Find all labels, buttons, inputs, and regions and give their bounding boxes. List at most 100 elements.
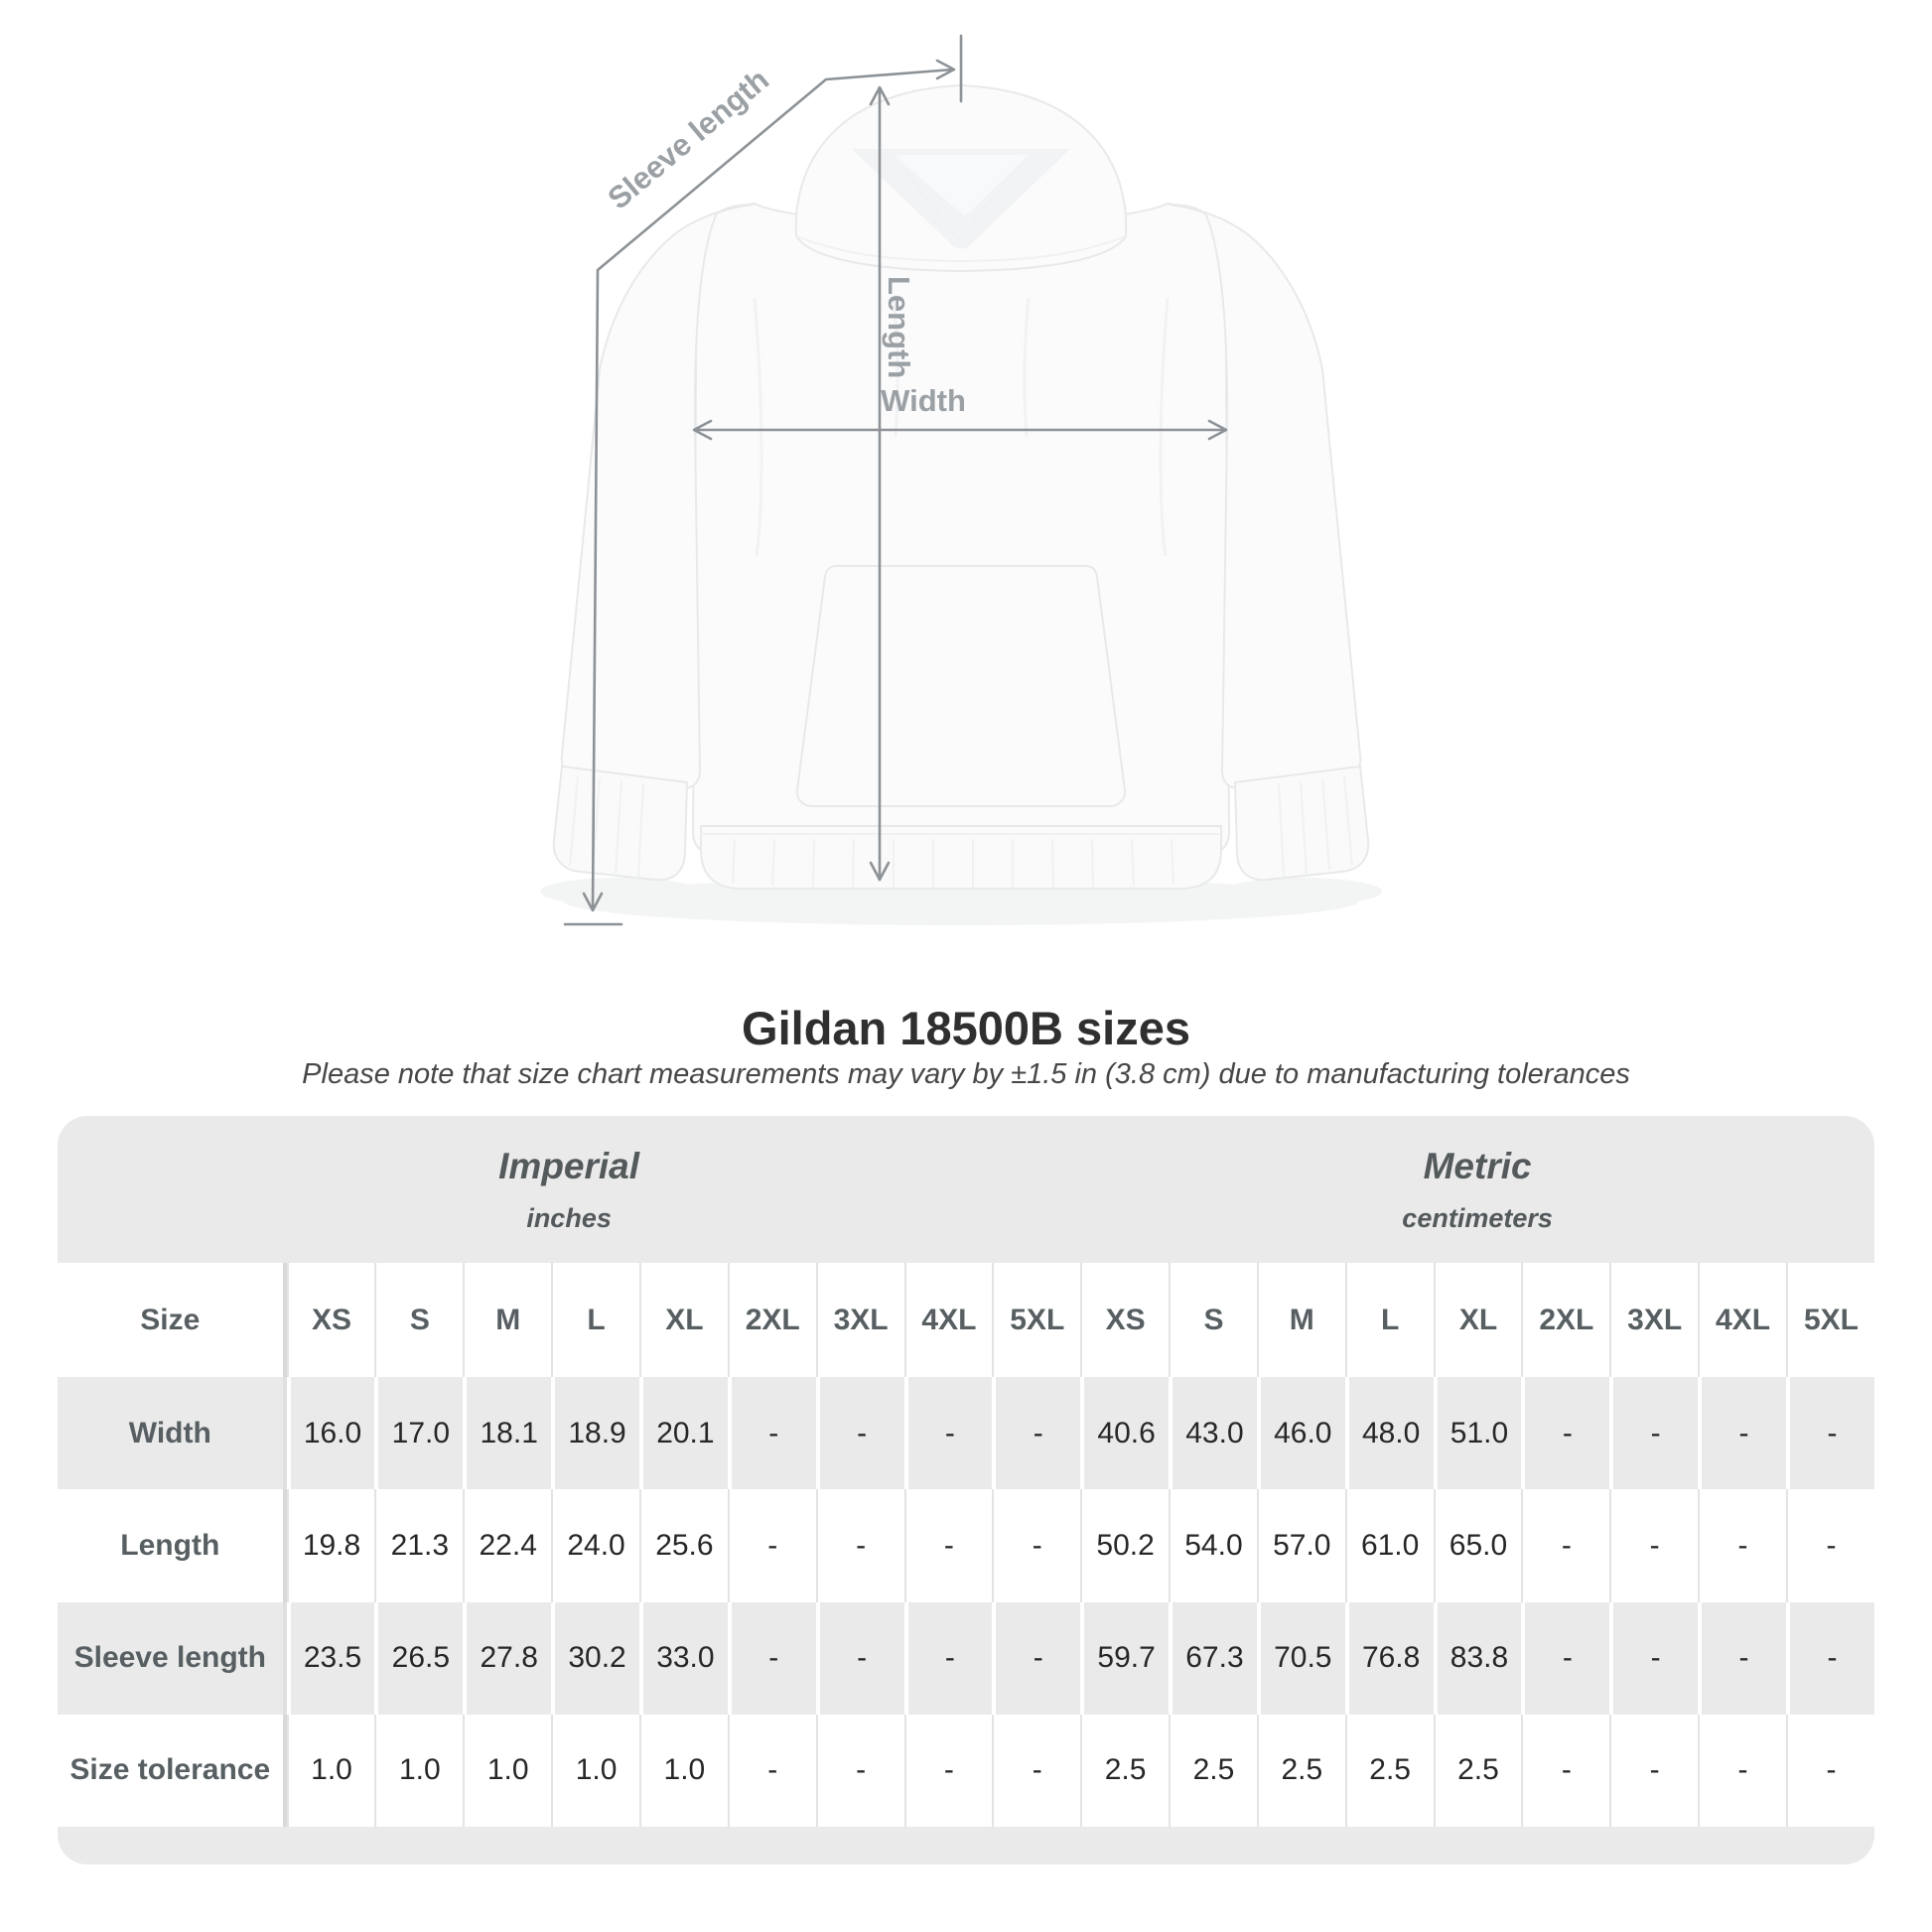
value-cell: 19.8 <box>286 1489 375 1602</box>
size-header-metric: S <box>1169 1263 1257 1377</box>
bottom-band-row <box>58 1827 1874 1864</box>
table-row: Width 16.0 17.0 18.1 18.9 20.1- - - -40.6 43.0 46.… <box>58 1377 1874 1490</box>
value-cell: - <box>903 1601 993 1715</box>
row-label: Length <box>58 1489 287 1602</box>
value-cell: - <box>1698 1601 1786 1715</box>
value-cell: 26.5 <box>374 1601 464 1715</box>
value-cell: - <box>992 1601 1081 1715</box>
value-cell: 1.0 <box>463 1714 552 1827</box>
value-cell: 23.5 <box>286 1601 375 1715</box>
size-header-metric: 2XL <box>1521 1263 1610 1377</box>
width-label: Width <box>881 383 966 418</box>
imperial-label: Imperial <box>498 1145 640 1186</box>
value-cell: - <box>903 1377 993 1490</box>
value-cell: 57.0 <box>1256 1489 1345 1602</box>
value-cell: 61.0 <box>1344 1489 1434 1602</box>
value-cell: 46.0 <box>1256 1377 1345 1490</box>
value-cell: 27.8 <box>463 1601 552 1715</box>
row-label: Sleeve length <box>58 1601 287 1715</box>
size-header-metric: 4XL <box>1698 1263 1786 1377</box>
size-header-imperial: 4XL <box>903 1263 993 1377</box>
value-cell: 17.0 <box>374 1377 464 1490</box>
value-cell: - <box>1785 1714 1874 1827</box>
size-header-imperial: 3XL <box>815 1263 904 1377</box>
value-cell: 2.5 <box>1256 1714 1345 1827</box>
size-table-container: Imperial inches Metric centimeters Size … <box>58 1116 1874 1864</box>
value-cell: 25.6 <box>638 1489 728 1602</box>
value-cell: - <box>815 1601 904 1715</box>
value-cell: - <box>727 1489 816 1602</box>
size-header-metric: XL <box>1433 1263 1522 1377</box>
value-cell: 1.0 <box>286 1714 375 1827</box>
value-cell: 43.0 <box>1169 1377 1257 1490</box>
value-cell: - <box>1785 1377 1874 1490</box>
value-cell: 83.8 <box>1433 1601 1522 1715</box>
size-header-imperial: M <box>463 1263 552 1377</box>
value-cell: - <box>992 1714 1081 1827</box>
value-cell: - <box>1521 1489 1610 1602</box>
value-cell: - <box>727 1601 816 1715</box>
value-cell: 54.0 <box>1169 1489 1257 1602</box>
value-cell: 22.4 <box>463 1489 552 1602</box>
value-cell: 70.5 <box>1256 1601 1345 1715</box>
size-header-imperial: L <box>551 1263 639 1377</box>
value-cell: 1.0 <box>551 1714 639 1827</box>
value-cell: 50.2 <box>1080 1489 1170 1602</box>
imperial-band: Imperial inches <box>58 1116 1081 1263</box>
value-cell: 2.5 <box>1169 1714 1257 1827</box>
value-cell: 2.5 <box>1433 1714 1522 1827</box>
value-cell: - <box>1609 1601 1699 1715</box>
size-header-metric: L <box>1344 1263 1434 1377</box>
metric-unit-label: centimeters <box>1402 1202 1553 1233</box>
value-cell: - <box>992 1489 1081 1602</box>
value-cell: - <box>1785 1601 1874 1715</box>
value-cell: - <box>727 1377 816 1490</box>
value-cell: - <box>903 1489 993 1602</box>
value-cell: 51.0 <box>1433 1377 1522 1490</box>
value-cell: - <box>815 1489 904 1602</box>
row-label: Width <box>58 1377 287 1490</box>
imperial-unit-label: inches <box>526 1202 612 1233</box>
value-cell: 18.9 <box>551 1377 639 1490</box>
table-row: Sleeve length 23.5 26.5 27.8 30.2 33.0- - - -59.… <box>58 1601 1874 1715</box>
value-cell: 16.0 <box>286 1377 375 1490</box>
metric-band: Metric centimeters <box>1080 1116 1874 1263</box>
value-cell: 59.7 <box>1080 1601 1170 1715</box>
size-header-imperial: XL <box>638 1263 728 1377</box>
value-cell: 1.0 <box>374 1714 464 1827</box>
size-header-imperial: S <box>374 1263 464 1377</box>
value-cell: 1.0 <box>638 1714 728 1827</box>
width-line: Width <box>692 383 1228 441</box>
value-cell: 24.0 <box>551 1489 639 1602</box>
hoodie-diagram: Sleeve length Length Width <box>540 34 1382 926</box>
value-cell: - <box>1609 1714 1699 1827</box>
value-cell: - <box>903 1714 993 1827</box>
value-cell: 65.0 <box>1433 1489 1522 1602</box>
size-header-metric: 5XL <box>1785 1263 1874 1377</box>
length-line: Length <box>869 85 916 882</box>
tolerance-note: Please note that size chart measurements… <box>302 1058 1630 1090</box>
value-cell: - <box>815 1377 904 1490</box>
value-cell: 67.3 <box>1169 1601 1257 1715</box>
value-cell: 30.2 <box>551 1601 639 1715</box>
value-cell: 40.6 <box>1080 1377 1170 1490</box>
value-cell: - <box>1698 1489 1786 1602</box>
value-cell: 2.5 <box>1080 1714 1170 1827</box>
table-row: Size tolerance 1.0 1.0 1.0 1.0 1.0- - - -2.5 2.5 2… <box>58 1714 1874 1827</box>
value-cell: 20.1 <box>638 1377 728 1490</box>
bottom-band <box>58 1827 1874 1864</box>
length-label: Length <box>882 276 916 378</box>
size-header-imperial: XS <box>286 1263 375 1377</box>
page-title: Gildan 18500B sizes <box>742 1002 1190 1054</box>
value-cell: 21.3 <box>374 1489 464 1602</box>
value-cell: - <box>1698 1714 1786 1827</box>
row-label: Size tolerance <box>58 1714 287 1827</box>
table-body: Width 16.0 17.0 18.1 18.9 20.1- - - -40.6 43.0 46.… <box>58 1377 1874 1827</box>
size-column-header: Size <box>58 1263 287 1377</box>
value-cell: 2.5 <box>1344 1714 1434 1827</box>
value-cell: - <box>1698 1377 1786 1490</box>
metric-label: Metric <box>1423 1145 1532 1186</box>
value-cell: 76.8 <box>1344 1601 1434 1715</box>
value-cell: - <box>1521 1377 1610 1490</box>
